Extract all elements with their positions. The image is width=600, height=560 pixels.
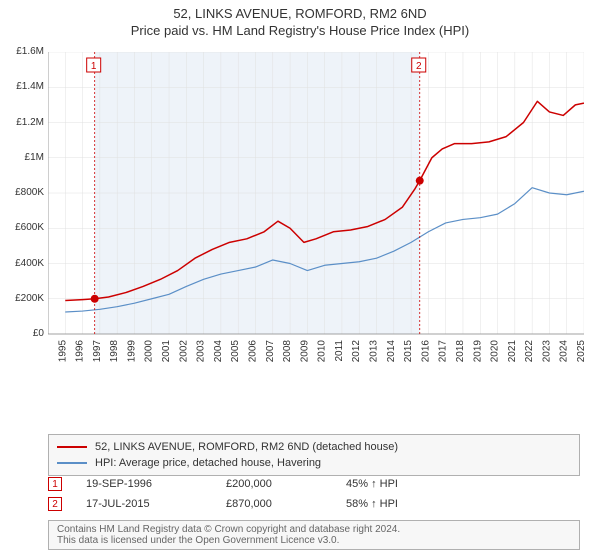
y-tick-label: £800K [0, 187, 44, 198]
svg-text:1997: 1997 [92, 340, 103, 363]
marker-badge-1: 1 [48, 477, 62, 491]
transaction-pct: 58% ↑ HPI [346, 498, 466, 510]
svg-text:2008: 2008 [282, 340, 293, 363]
marker-badge-2: 2 [48, 497, 62, 511]
svg-text:1994: 1994 [48, 340, 51, 363]
y-tick-label: £400K [0, 258, 44, 269]
transaction-date: 19-SEP-1996 [86, 478, 226, 490]
svg-text:1: 1 [91, 61, 97, 72]
transaction-price: £200,000 [226, 478, 346, 490]
svg-text:2009: 2009 [299, 340, 310, 363]
svg-text:2017: 2017 [438, 340, 449, 363]
svg-text:2006: 2006 [247, 340, 258, 363]
svg-text:2024: 2024 [559, 340, 570, 363]
svg-text:2007: 2007 [265, 340, 276, 363]
svg-text:2019: 2019 [472, 340, 483, 363]
transactions-table: 1 19-SEP-1996 £200,000 45% ↑ HPI 2 17-JU… [48, 474, 580, 514]
svg-text:2011: 2011 [334, 340, 345, 362]
svg-text:1998: 1998 [109, 340, 120, 363]
svg-text:2022: 2022 [524, 340, 535, 363]
transaction-row: 2 17-JUL-2015 £870,000 58% ↑ HPI [48, 494, 580, 514]
legend-item-hpi: HPI: Average price, detached house, Have… [57, 455, 571, 471]
svg-text:1995: 1995 [57, 340, 68, 363]
svg-text:2: 2 [416, 61, 422, 72]
transaction-pct: 45% ↑ HPI [346, 478, 466, 490]
svg-text:1996: 1996 [75, 340, 86, 363]
svg-text:2014: 2014 [386, 340, 397, 363]
svg-text:2000: 2000 [144, 340, 155, 363]
chart-title-block: 52, LINKS AVENUE, ROMFORD, RM2 6ND Price… [0, 0, 600, 38]
svg-text:2001: 2001 [161, 340, 172, 363]
svg-text:2020: 2020 [490, 340, 501, 363]
legend-label-hpi: HPI: Average price, detached house, Have… [95, 457, 321, 469]
svg-text:2016: 2016 [420, 340, 431, 363]
svg-text:2005: 2005 [230, 340, 241, 363]
svg-text:2002: 2002 [178, 340, 189, 363]
y-tick-label: £1.4M [0, 81, 44, 92]
chart-title-main: 52, LINKS AVENUE, ROMFORD, RM2 6ND [0, 6, 600, 21]
svg-text:2013: 2013 [369, 340, 380, 363]
transaction-date: 17-JUL-2015 [86, 498, 226, 510]
price-chart: 1 2 1994 1995 1996 1997 1998 1999 2000 2001 2002 20… [48, 52, 584, 382]
chart-title-sub: Price paid vs. HM Land Registry's House … [0, 23, 600, 38]
svg-text:2023: 2023 [541, 340, 552, 363]
svg-text:2012: 2012 [351, 340, 362, 363]
y-tick-label: £600K [0, 222, 44, 233]
svg-text:2025: 2025 [576, 340, 584, 363]
svg-text:1999: 1999 [126, 340, 137, 363]
legend-item-price-paid: 52, LINKS AVENUE, ROMFORD, RM2 6ND (deta… [57, 439, 571, 455]
transaction-row: 1 19-SEP-1996 £200,000 45% ↑ HPI [48, 474, 580, 494]
svg-text:2018: 2018 [455, 340, 466, 363]
svg-text:2004: 2004 [213, 340, 224, 363]
svg-text:2003: 2003 [196, 340, 207, 363]
transaction-price: £870,000 [226, 498, 346, 510]
svg-text:2010: 2010 [317, 340, 328, 363]
footer-line1: Contains HM Land Registry data © Crown c… [57, 524, 571, 535]
legend-label-price-paid: 52, LINKS AVENUE, ROMFORD, RM2 6ND (deta… [95, 441, 398, 453]
legend-swatch-hpi [57, 462, 87, 464]
svg-text:2021: 2021 [507, 340, 518, 363]
y-tick-label: £1M [0, 152, 44, 163]
y-tick-label: £0 [0, 328, 44, 339]
legend: 52, LINKS AVENUE, ROMFORD, RM2 6ND (deta… [48, 434, 580, 476]
footer-attribution: Contains HM Land Registry data © Crown c… [48, 520, 580, 550]
svg-text:2015: 2015 [403, 340, 414, 363]
legend-swatch-price-paid [57, 446, 87, 448]
footer-line2: This data is licensed under the Open Gov… [57, 535, 571, 546]
y-tick-label: £200K [0, 293, 44, 304]
y-tick-label: £1.2M [0, 117, 44, 128]
y-tick-label: £1.6M [0, 46, 44, 57]
